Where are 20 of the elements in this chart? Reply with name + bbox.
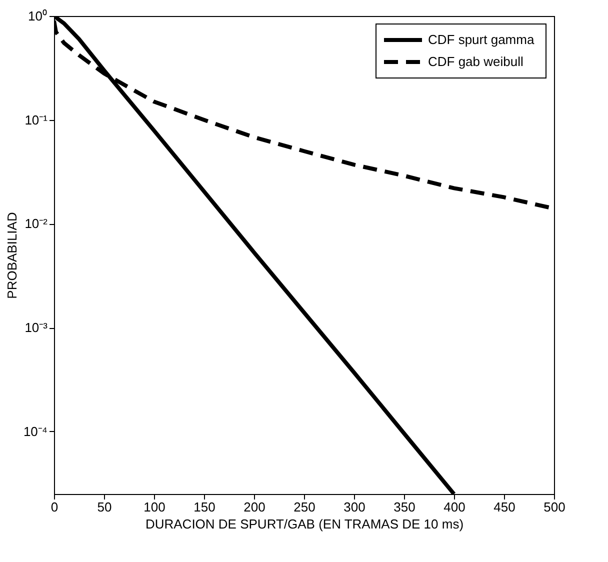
x-tick-label: 100 — [144, 500, 166, 514]
x-tick-label: 300 — [344, 500, 366, 514]
y-tick-label: 10⁻² — [24, 216, 48, 232]
y-axis-title: PROBABILIAD — [4, 212, 20, 299]
x-tick-label: 400 — [444, 500, 466, 514]
x-tick-label: 0 — [50, 500, 58, 514]
x-tick-label: 150 — [194, 500, 216, 514]
x-tick-label: 50 — [97, 500, 112, 514]
x-tick-label: 250 — [294, 500, 316, 514]
legend-label: CDF gab weibull — [428, 54, 524, 69]
x-tick-label: 350 — [394, 500, 416, 514]
y-tick-label: 10⁻⁴ — [23, 424, 48, 439]
y-tick-label: 10⁻¹ — [24, 112, 48, 128]
x-tick-label: 200 — [244, 500, 266, 514]
legend-label: CDF spurt gamma — [428, 32, 535, 47]
y-tick-label: 10⁰ — [28, 8, 48, 24]
x-tick-label: 500 — [544, 500, 566, 514]
x-axis-title: DURACION DE SPURT/GAB (EN TRAMAS DE 10 ms) — [145, 516, 464, 532]
x-tick-label: 450 — [494, 500, 516, 514]
y-tick-label: 10⁻³ — [24, 320, 48, 336]
